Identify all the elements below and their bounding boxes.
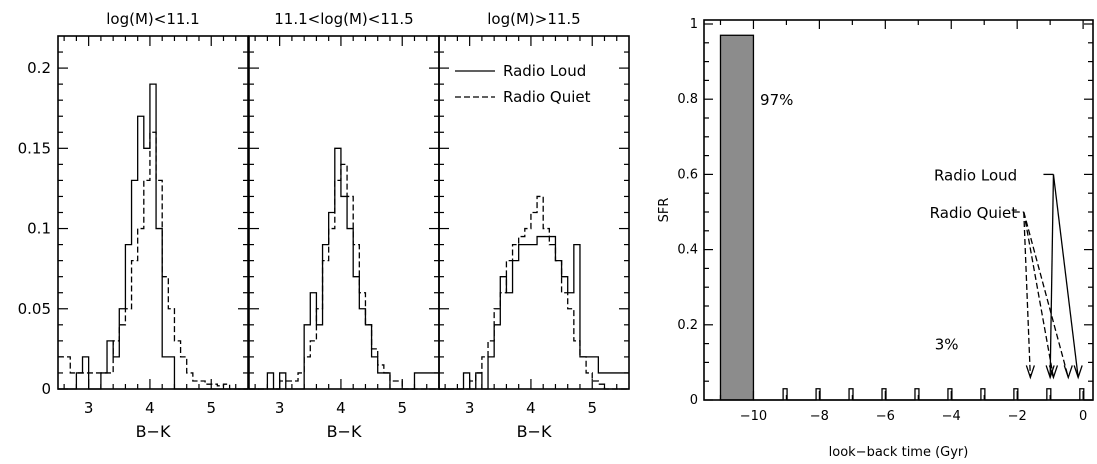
annotation-arrow <box>1023 211 1069 378</box>
annotation-label: Radio Quiet <box>930 204 1018 222</box>
legend-label: Radio Quiet <box>503 88 591 106</box>
histogram-radio-loud-line <box>439 235 629 390</box>
histogram-radio-quiet-line <box>58 131 248 390</box>
x-tick-label: 4 <box>336 399 346 417</box>
annotation-arrow <box>1052 174 1079 378</box>
sfr-x-tick-label: −6 <box>876 409 895 424</box>
sfr-y-axis-label: SFR <box>657 198 672 223</box>
x-tick-label: 3 <box>84 399 94 417</box>
x-tick-label: 5 <box>587 399 597 417</box>
histogram-radio-quiet-line <box>249 163 439 390</box>
x-tick-label: 4 <box>145 399 155 417</box>
annotation-2: 3% <box>935 336 959 354</box>
main-burst-bar <box>719 34 755 401</box>
panel-frame <box>57 35 249 390</box>
y-tick-label: 0.1 <box>27 220 51 238</box>
annotation-arrow <box>1023 211 1055 378</box>
x-axis-label: B−K <box>136 422 171 441</box>
legend-label: Radio Loud <box>503 62 586 80</box>
sfr-y-tick-label: 0.4 <box>677 243 698 258</box>
arrow-head <box>1063 365 1073 380</box>
annotation-label: Radio Loud <box>934 166 1017 184</box>
sfr-x-tick-label: −4 <box>942 409 961 424</box>
panel-title: 11.1<log(M)<11.5 <box>274 10 413 28</box>
arrow-head <box>1045 365 1055 380</box>
x-axis-label: B−K <box>517 422 552 441</box>
annotation-1: 97% <box>760 91 793 109</box>
histogram-radio-loud-line <box>249 147 439 390</box>
y-tick-label: 0.2 <box>27 59 51 77</box>
sfr-x-axis-label: look−back time (Gyr) <box>829 445 969 460</box>
sfr-x-tick-label: 0 <box>1079 409 1087 424</box>
histogram-panels: log(M)<11.1 3 4 5 B−K 0 0.05 0.1 0.15 0.2 11.1<log… <box>18 10 630 441</box>
sfr-y-tick-label: 0.2 <box>677 318 698 333</box>
sfr-x-tick-label: −10 <box>740 409 767 424</box>
x-tick-label: 5 <box>206 399 216 417</box>
histogram-radio-quiet-line <box>439 195 629 390</box>
annotation-arrow <box>1023 211 1032 378</box>
annotation-label: 97% <box>760 91 793 109</box>
legend: Radio Loud Radio Quiet <box>455 62 591 106</box>
sfr-y-tick-label: 1 <box>690 17 698 32</box>
annotation-4: Radio Quiet <box>930 204 1073 380</box>
histogram-panel-2: 11.1<log(M)<11.5 3 4 5 B−K <box>248 10 440 441</box>
sfr-panel: 0 0.2 0.4 0.6 0.8 1 −10 −8 −6 −4 −2 0 look−back time… <box>657 17 1094 460</box>
sfr-x-tick-label: −2 <box>1008 409 1027 424</box>
annotation-label: 3% <box>935 336 959 354</box>
arrow-head <box>1048 365 1059 380</box>
arrow-head <box>1025 365 1035 380</box>
sfr-y-tick-label: 0.8 <box>677 92 698 107</box>
x-tick-label: 4 <box>526 399 536 417</box>
annotation-3: Radio Loud <box>934 166 1083 380</box>
histogram-radio-loud-line <box>58 83 248 390</box>
x-axis-label: B−K <box>327 422 362 441</box>
sfr-frame <box>703 19 1094 401</box>
sfr-y-tick-label: 0.6 <box>677 167 698 182</box>
y-tick-label: 0.15 <box>18 139 51 157</box>
y-tick-label: 0.05 <box>18 300 51 318</box>
y-tick-label: 0 <box>41 380 51 398</box>
sfr-y-tick-label: 0 <box>690 393 698 408</box>
panel-title: log(M)>11.5 <box>487 10 580 28</box>
x-tick-label: 5 <box>397 399 407 417</box>
x-tick-label: 3 <box>275 399 285 417</box>
sfr-x-tick-label: −8 <box>810 409 829 424</box>
small-bursts-line <box>753 388 1093 401</box>
panel-frame <box>248 35 440 390</box>
x-tick-label: 3 <box>465 399 475 417</box>
histogram-panel-1: log(M)<11.1 3 4 5 B−K 0 0.05 0.1 0.15 0.2 <box>18 10 249 441</box>
panel-title: log(M)<11.1 <box>106 10 199 28</box>
annotation-arrow <box>1049 174 1055 378</box>
arrow-head <box>1073 365 1083 380</box>
histogram-panel-3: log(M)>11.5 3 4 5 B−K Radio Loud Radio Quiet <box>438 10 630 441</box>
